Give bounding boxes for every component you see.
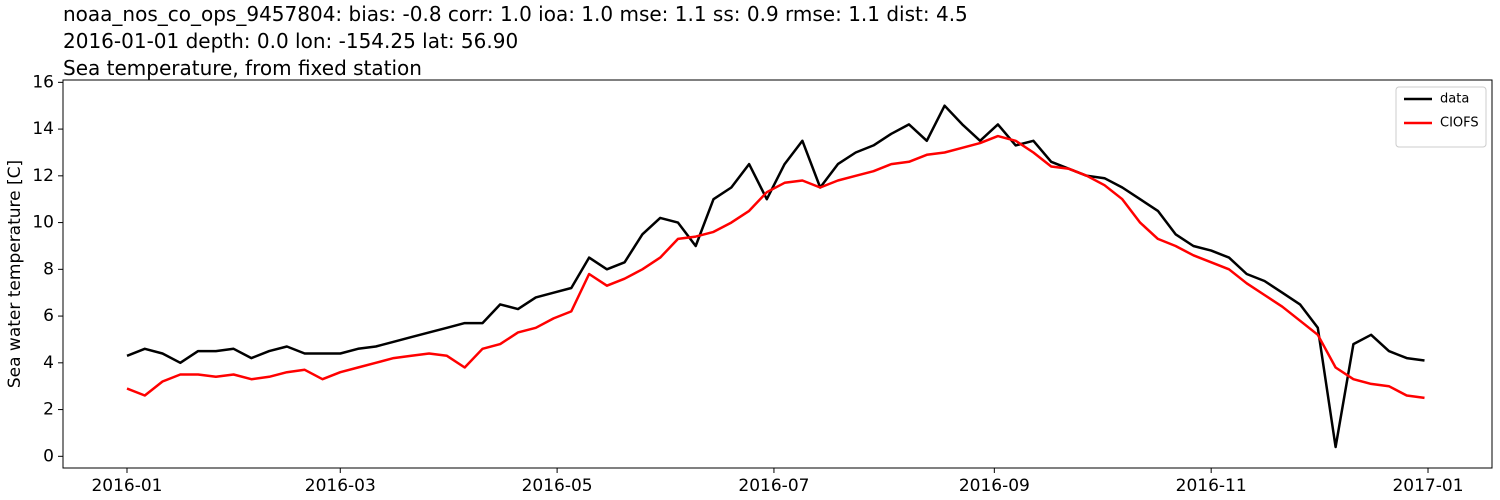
y-axis-label: Sea water temperature [C]	[5, 160, 25, 388]
chart-subtitle: Sea temperature, from fixed station	[63, 56, 422, 80]
y-tick-label: 4	[43, 353, 54, 373]
legend-label: data	[1440, 92, 1469, 107]
series-line	[126, 104, 1425, 449]
chart-title: noaa_nos_co_ops_9457804: bias: -0.8 corr…	[63, 2, 968, 26]
legend-label: CIOFS	[1440, 116, 1479, 131]
series-line	[126, 134, 1425, 400]
y-tick-label: 0	[43, 446, 54, 466]
x-tick-label: 2016-03	[305, 476, 376, 496]
chart-subtitle: 2016-01-01 depth: 0.0 lon: -154.25 lat: …	[63, 29, 518, 53]
legend-box	[1395, 86, 1487, 148]
y-tick-label: 8	[43, 259, 54, 279]
x-tick-label: 2016-07	[738, 476, 809, 496]
y-tick-label: 10	[32, 213, 54, 233]
x-tick-label: 2016-09	[959, 476, 1030, 496]
y-tick-label: 6	[43, 306, 54, 326]
y-tick-label: 12	[32, 166, 54, 186]
x-tick-label: 2017-01	[1392, 476, 1463, 496]
y-tick-label: 2	[43, 400, 54, 420]
plot-frame	[62, 79, 1493, 469]
x-tick-label: 2016-01	[91, 476, 162, 496]
x-tick-label: 2016-11	[1176, 476, 1247, 496]
x-tick-label: 2016-05	[522, 476, 593, 496]
y-tick-label: 16	[32, 72, 54, 92]
y-tick-label: 14	[32, 119, 54, 139]
